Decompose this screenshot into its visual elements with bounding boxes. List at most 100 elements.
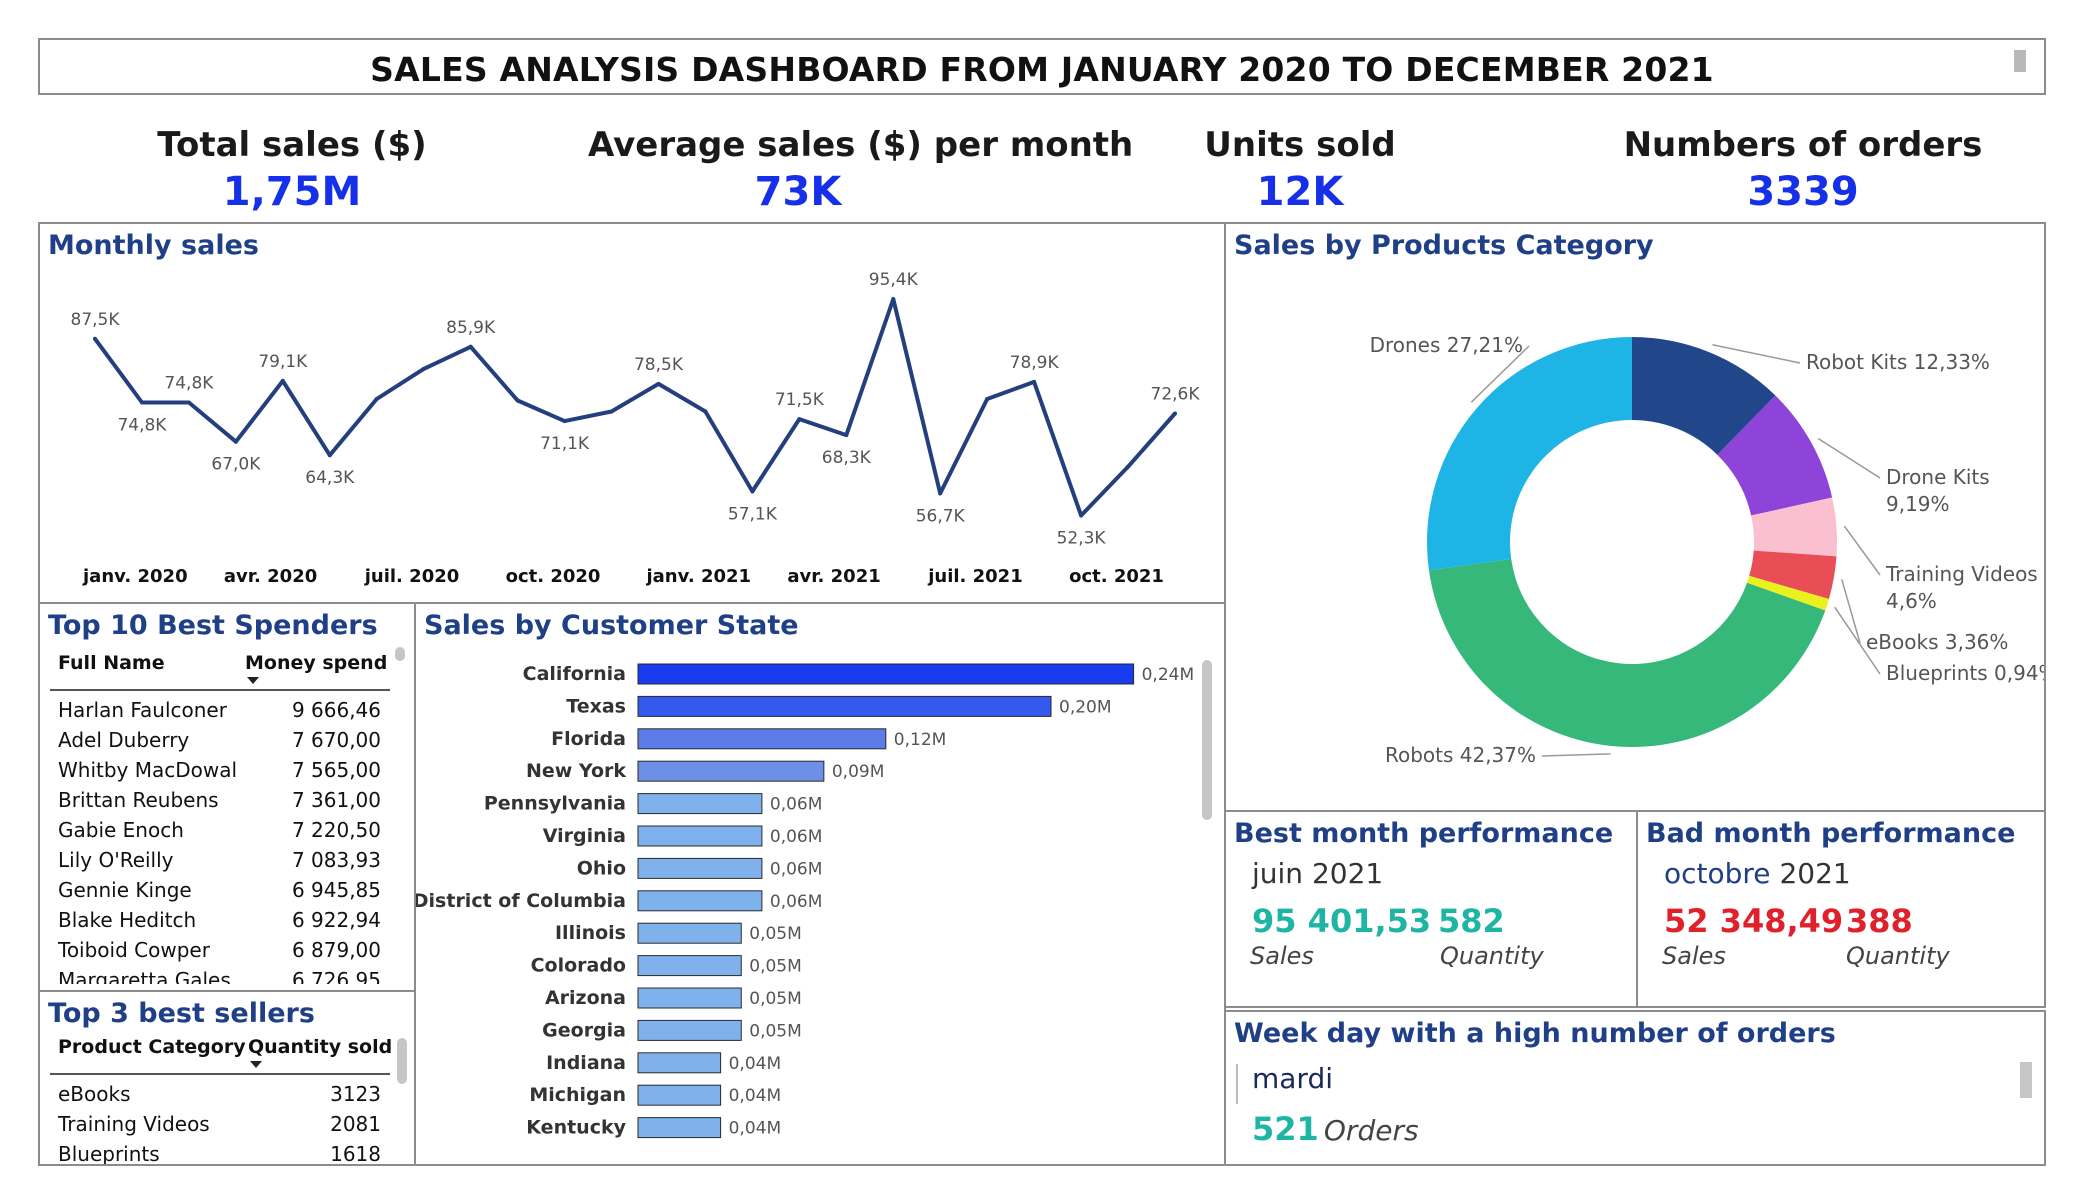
state-bar	[637, 825, 763, 847]
table-row[interactable]: Blake Heditch 6 922,94	[58, 908, 381, 938]
state-bar	[637, 1052, 722, 1074]
data-point	[750, 489, 755, 494]
row-label: Blueprints	[58, 1142, 160, 1164]
data-point	[233, 439, 238, 444]
row-label: Adel Duberry	[58, 728, 190, 752]
table-row[interactable]: Gennie Kinge 6 945,85	[58, 878, 381, 908]
data-point	[280, 378, 285, 383]
table-row[interactable]: Whitby MacDowal 7 565,00	[58, 758, 381, 788]
row-value: 6 922,94	[291, 908, 381, 932]
row-value: 2081	[330, 1112, 381, 1136]
row-label: Whitby MacDowal	[58, 758, 238, 782]
title-scrollbar[interactable]	[2014, 50, 2026, 72]
table-row[interactable]: Lily O'Reilly 7 083,93	[58, 848, 381, 878]
bad-month-quantity: 388	[1846, 902, 1913, 940]
states-scrollbar[interactable]	[1202, 660, 1212, 820]
leader-line	[1834, 606, 1881, 675]
bar-value-label: 0,04M	[729, 1086, 782, 1106]
state-label: Arizona	[545, 987, 626, 1009]
kpi-orders-value: 3339	[1747, 169, 1859, 215]
bad-month-sales: 52 348,49	[1664, 902, 1844, 940]
row-label: Harlan Faulconer	[58, 698, 227, 722]
data-label: 52,3K	[1057, 528, 1107, 548]
data-point	[468, 344, 473, 349]
sellers-panel: Top 3 best sellers Product Category Quan…	[38, 990, 416, 1166]
weekday-orders: 521 Orders	[1252, 1110, 1419, 1148]
data-point	[1126, 464, 1131, 469]
data-point	[421, 366, 426, 371]
state-label: Michigan	[529, 1084, 626, 1106]
table-row[interactable]: Adel Duberry 7 670,00	[58, 728, 381, 758]
table-row[interactable]: Gabie Enoch 7 220,50	[58, 818, 381, 848]
donut-slice	[1717, 395, 1833, 516]
state-bar	[637, 663, 1135, 685]
sellers-scrollbar[interactable]	[397, 1038, 407, 1084]
donut-slice	[1749, 550, 1837, 599]
best-month-quantity-label: Quantity	[1440, 942, 1544, 970]
state-bar	[637, 1084, 722, 1106]
states-bar-chart: California 0,24M Texas 0,20M Florida 0,12M New…	[416, 663, 1194, 1139]
leader-line	[1817, 437, 1881, 479]
row-label: Gabie Enoch	[58, 818, 184, 842]
state-label: Georgia	[542, 1019, 626, 1041]
slice-label: Training Videos	[1885, 562, 2038, 586]
slice-label: Drone Kits	[1886, 465, 1990, 489]
row-label: Margaretta Gales	[58, 968, 231, 984]
state-label: Ohio	[577, 857, 626, 879]
donut-slice	[1746, 575, 1829, 611]
bar-value-label: 0,05M	[749, 989, 802, 1009]
data-point	[1032, 379, 1037, 384]
state-label: Illinois	[555, 922, 626, 944]
monthly-sales-title: Monthly sales	[48, 230, 259, 261]
spenders-panel: Top 10 Best Spenders Full Name Money spe…	[38, 602, 416, 992]
table-row[interactable]: Blueprints 1618	[58, 1142, 381, 1164]
sellers-title: Top 3 best sellers	[48, 998, 315, 1029]
best-month-quantity: 582	[1438, 902, 1505, 940]
data-label: 68,3K	[822, 448, 872, 468]
state-label: Colorado	[531, 955, 626, 977]
table-row[interactable]: eBooks 3123	[58, 1082, 381, 1112]
kpi-average-sales-label: Average sales ($) per month	[588, 125, 1134, 165]
spenders-scrollbar[interactable]	[395, 647, 405, 661]
x-tick-label: oct. 2021	[1069, 566, 1164, 587]
slice-label: Drones 27,21%	[1370, 333, 1523, 357]
kpi-units-sold: Units sold 12K	[1090, 125, 1510, 215]
sort-descending-icon[interactable]	[250, 1061, 262, 1068]
spenders-col-name[interactable]: Full Name	[58, 652, 165, 674]
state-label: New York	[526, 760, 626, 782]
state-label: Texas	[566, 695, 626, 717]
sellers-col-value[interactable]: Quantity sold	[248, 1036, 393, 1058]
table-row[interactable]: Harlan Faulconer 9 666,46	[58, 698, 381, 728]
row-value: 3123	[330, 1082, 381, 1106]
state-bar	[637, 728, 887, 750]
state-bar	[637, 1117, 722, 1139]
best-month-name: juin 2021	[1252, 857, 1384, 890]
table-row[interactable]: Training Videos 2081	[58, 1112, 381, 1142]
spenders-col-value[interactable]: Money spend	[245, 652, 388, 674]
data-point	[703, 409, 708, 414]
table-row[interactable]: Brittan Reubens 7 361,00	[58, 788, 381, 818]
data-label: 71,5K	[775, 390, 825, 410]
data-label: 72,6K	[1151, 385, 1201, 405]
weekday-panel: Week day with a high number of orders ma…	[1224, 1010, 2046, 1166]
kpi-orders: Numbers of orders 3339	[1593, 125, 2013, 215]
row-label: Lily O'Reilly	[58, 848, 174, 872]
bad-month-quantity-label: Quantity	[1846, 942, 1950, 970]
data-point	[797, 417, 802, 422]
state-label: California	[523, 663, 626, 685]
bar-value-label: 0,06M	[770, 859, 823, 879]
row-label: Toiboid Cowper	[58, 938, 210, 962]
spenders-table-body: Harlan Faulconer 9 666,46 Adel Duberry 7 67…	[40, 604, 400, 984]
sellers-col-name[interactable]: Product Category	[58, 1036, 246, 1058]
table-row[interactable]: Margaretta Gales 6 726,95	[58, 968, 381, 984]
sort-descending-icon[interactable]	[247, 677, 259, 684]
data-point	[609, 409, 614, 414]
state-label: Pennsylvania	[484, 793, 626, 815]
data-point	[891, 297, 896, 302]
table-row[interactable]: Toiboid Cowper 6 879,00	[58, 938, 381, 968]
x-tick-label: avr. 2020	[224, 566, 317, 587]
row-value: 7 565,00	[291, 758, 381, 782]
bad-month-name: octobre 2021	[1664, 857, 1851, 890]
best-month-sales: 95 401,53	[1252, 902, 1432, 940]
weekday-scrollbar[interactable]	[2020, 1062, 2032, 1098]
